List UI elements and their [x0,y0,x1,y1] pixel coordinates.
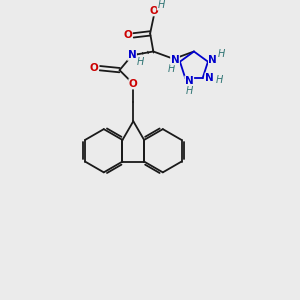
Text: H: H [157,0,165,10]
Text: H: H [137,57,145,67]
Text: O: O [150,6,158,16]
Text: O: O [90,63,98,73]
Text: N: N [128,50,136,60]
Text: N: N [171,55,179,65]
Text: H: H [216,75,223,85]
Text: O: O [123,30,132,40]
Text: N: N [205,73,214,83]
Text: N: N [208,55,217,65]
Text: H: H [185,86,193,96]
Text: H: H [218,49,225,59]
Text: H: H [168,64,176,74]
Text: N: N [185,76,194,86]
Text: O: O [129,79,138,89]
